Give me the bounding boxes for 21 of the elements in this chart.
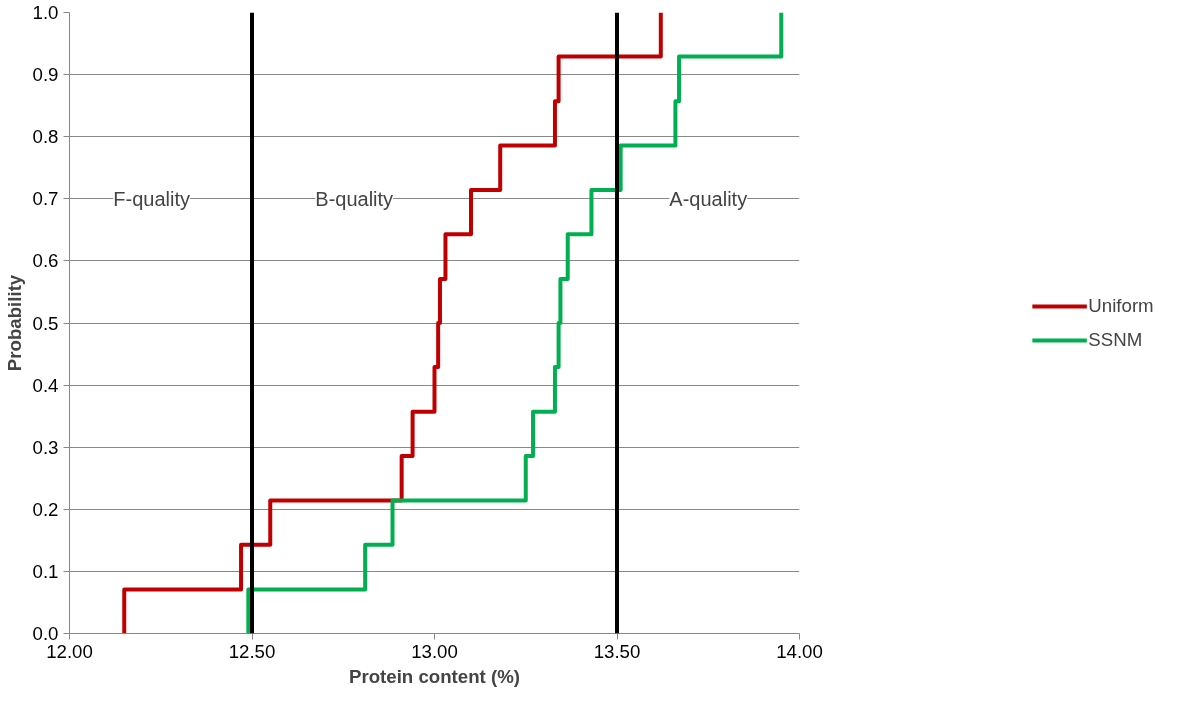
y-tick-label: 0.3 (32, 436, 59, 458)
x-tick-label: 13.50 (593, 640, 641, 662)
x-tick-label: 12.50 (228, 640, 276, 662)
y-tick-label: 0.4 (32, 374, 59, 396)
x-tick-label: 13.00 (411, 640, 458, 662)
x-axis-title: Protein content (%) (348, 665, 521, 687)
y-tick-label: 0.1 (32, 560, 59, 582)
legend-label: Uniform (1088, 294, 1154, 317)
legend-label: SSNM (1088, 328, 1143, 351)
y-tick-label: 0.8 (32, 126, 59, 148)
annotation: B-quality (315, 187, 394, 210)
x-tick-label: 14.00 (776, 640, 823, 662)
annotation: F-quality (113, 187, 190, 210)
annotation: A-quality (669, 187, 748, 210)
y-tick-label: 1.0 (32, 2, 59, 23)
y-tick-label: 0.5 (32, 312, 59, 334)
y-tick-label: 0.2 (32, 498, 59, 520)
y-tick-label: 0.7 (32, 188, 59, 210)
y-tick-label: 0.6 (32, 250, 59, 272)
y-tick-label: 0.9 (32, 64, 59, 86)
y-axis-title: Probability (3, 274, 25, 372)
